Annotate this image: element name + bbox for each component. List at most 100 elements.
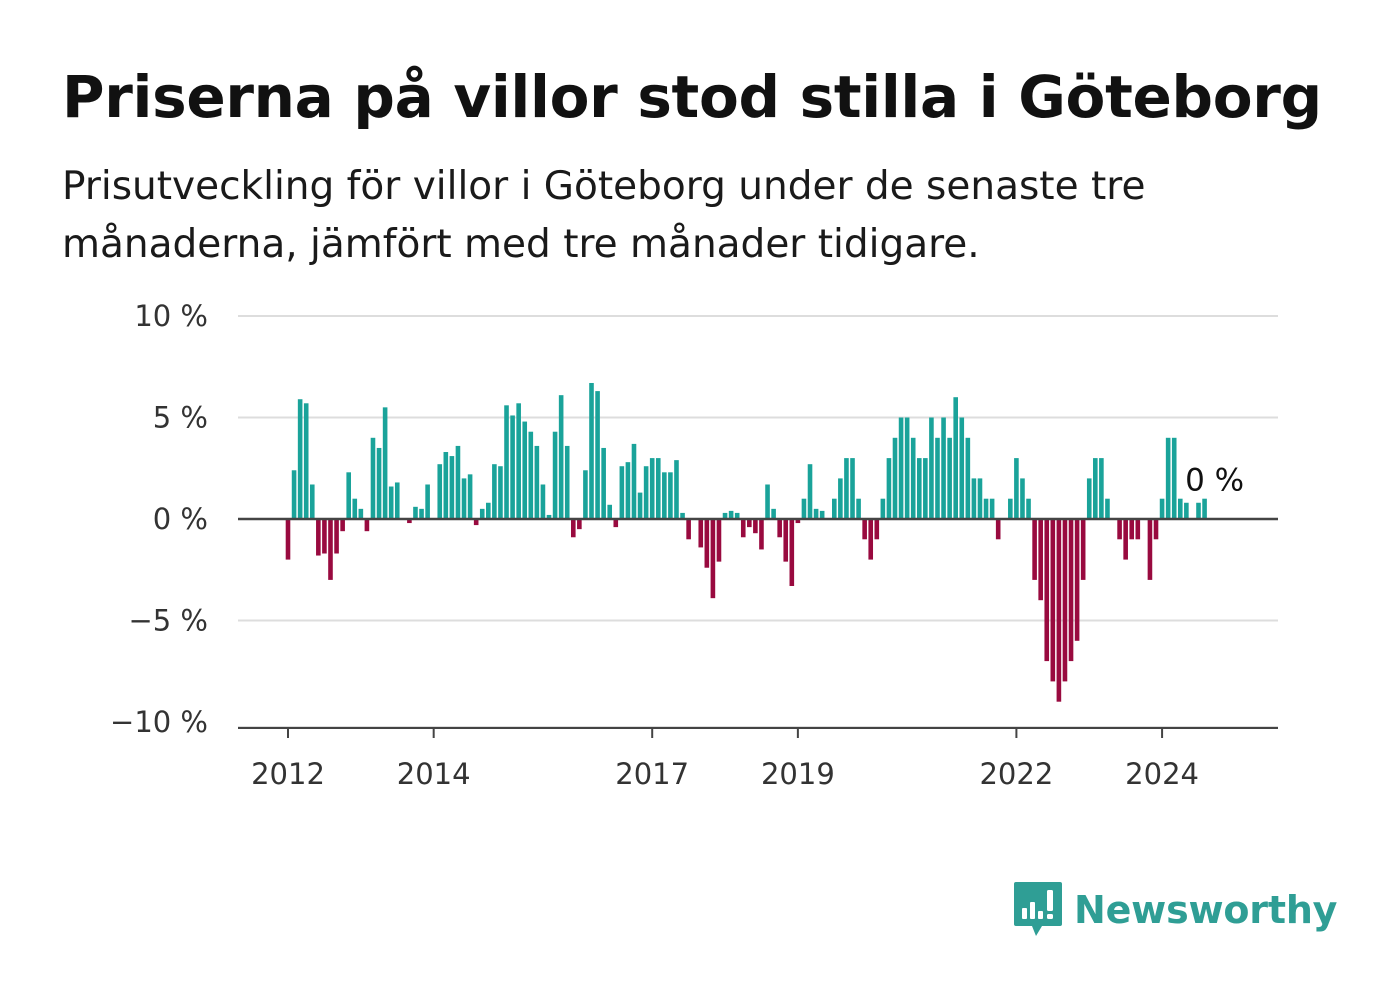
y-tick-label: 10 % xyxy=(134,299,208,333)
bar xyxy=(1044,519,1050,662)
bar xyxy=(595,391,600,519)
bar xyxy=(941,417,946,519)
bar xyxy=(680,512,685,519)
x-tick-label: 2024 xyxy=(1125,757,1199,791)
bar xyxy=(364,519,370,532)
bar xyxy=(1080,519,1086,580)
bar xyxy=(498,466,503,519)
bar xyxy=(929,417,934,519)
bar xyxy=(819,510,825,519)
bar xyxy=(1171,437,1177,519)
bar xyxy=(534,445,540,519)
bar xyxy=(492,464,497,519)
bar xyxy=(473,519,479,526)
bar xyxy=(291,470,297,519)
x-tick-label: 2014 xyxy=(397,757,471,791)
bar xyxy=(747,519,752,528)
bar xyxy=(844,458,849,519)
bar xyxy=(704,519,710,568)
bar xyxy=(1135,519,1141,540)
bar xyxy=(971,478,977,519)
bar xyxy=(668,472,673,519)
bar xyxy=(613,519,619,528)
bar xyxy=(1038,519,1043,601)
bar xyxy=(886,458,892,519)
bar xyxy=(759,519,764,550)
bar xyxy=(619,466,625,519)
bar xyxy=(297,399,303,519)
bar xyxy=(419,508,424,519)
bar xyxy=(455,445,461,519)
bar xyxy=(995,519,1001,540)
bar xyxy=(510,415,515,519)
bar xyxy=(625,462,631,519)
bar xyxy=(686,519,691,540)
bar xyxy=(807,464,813,519)
bar xyxy=(892,437,898,519)
bar xyxy=(1008,498,1013,519)
bar xyxy=(740,519,746,538)
bar xyxy=(674,460,679,519)
bar xyxy=(1020,478,1025,519)
bar xyxy=(1099,458,1104,519)
x-axis-labels: 2012 2014 2017 2019 2022 2024 xyxy=(251,757,1199,791)
newsworthy-logo-text: Newsworthy xyxy=(1074,888,1338,932)
bar xyxy=(947,437,952,519)
bar xyxy=(1117,519,1122,540)
y-tick-label: 5 % xyxy=(153,401,208,435)
bar xyxy=(765,484,770,519)
bar xyxy=(1032,519,1037,580)
y-tick-label: −5 % xyxy=(128,604,208,638)
bar xyxy=(1050,519,1056,682)
bar xyxy=(1147,519,1153,580)
y-tick-label: 0 % xyxy=(153,502,208,536)
bar xyxy=(710,519,716,599)
bar xyxy=(316,519,321,556)
bar xyxy=(522,421,528,519)
latest-value-label: 0 % xyxy=(1185,463,1244,499)
x-tick-label: 2012 xyxy=(251,757,325,791)
bar xyxy=(370,437,376,519)
newsworthy-logo-icon xyxy=(1014,882,1062,936)
bar xyxy=(552,431,558,519)
bar xyxy=(382,407,388,519)
bar xyxy=(1159,498,1165,519)
bar xyxy=(1056,519,1062,702)
bar xyxy=(407,519,412,524)
x-tick-label: 2022 xyxy=(979,757,1053,791)
bar xyxy=(309,484,315,519)
x-tick-label: 2019 xyxy=(761,757,835,791)
bar xyxy=(734,512,740,519)
bar xyxy=(813,508,819,519)
y-axis-labels: 10 % 5 % 0 % −5 % −10 % xyxy=(110,299,208,739)
bar xyxy=(1074,519,1080,641)
bar xyxy=(1165,437,1171,519)
bar xyxy=(437,464,443,519)
bar xyxy=(443,452,449,519)
bar xyxy=(394,482,400,519)
bar xyxy=(516,403,521,519)
bar xyxy=(449,456,455,519)
bar xyxy=(570,519,576,538)
bar xyxy=(898,417,904,519)
bar xyxy=(977,478,983,519)
bar xyxy=(880,498,886,519)
bar xyxy=(376,447,382,519)
y-tick-label: −10 % xyxy=(110,705,208,739)
bar xyxy=(1086,478,1092,519)
bar xyxy=(1105,498,1110,519)
bar xyxy=(528,431,534,519)
bar xyxy=(662,472,667,519)
bar xyxy=(983,498,989,519)
chart-title: Priserna på villor stod stilla i Götebor… xyxy=(62,63,1322,131)
bar xyxy=(328,519,333,580)
bar xyxy=(340,519,345,532)
bar xyxy=(728,510,734,519)
bar xyxy=(716,519,722,562)
bar xyxy=(1177,498,1183,519)
x-tick-label: 2017 xyxy=(615,757,689,791)
bar xyxy=(303,403,309,519)
bar xyxy=(601,447,606,519)
bar xyxy=(789,519,795,586)
bar xyxy=(1068,519,1074,662)
